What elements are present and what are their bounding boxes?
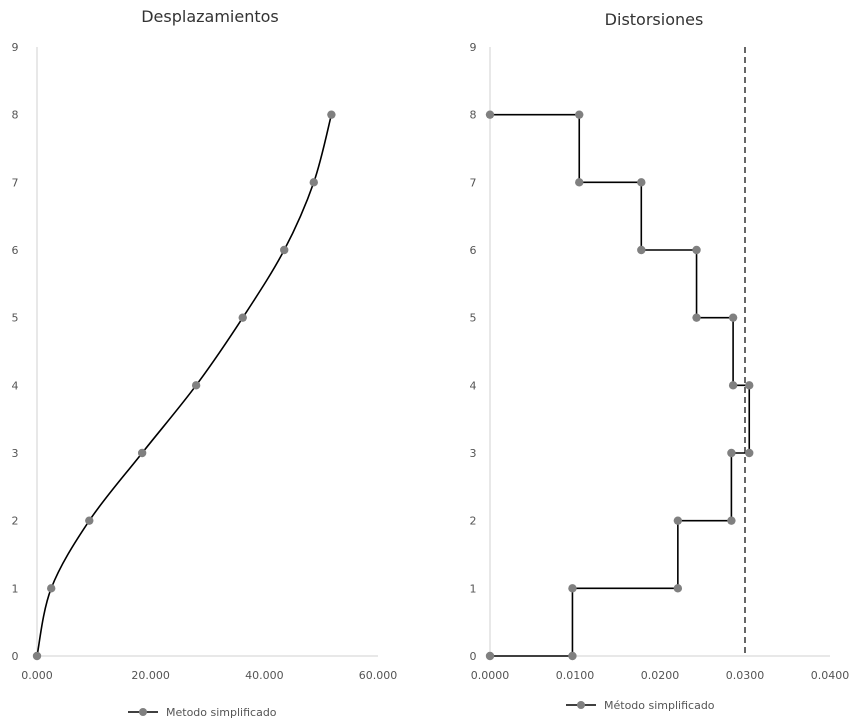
data-point [728,381,738,390]
y-tick-label: 5 [12,312,19,325]
data-point [485,651,495,661]
chart-title: Distorsiones [605,10,704,29]
y-tick-label: 8 [12,109,19,122]
y-tick-label: 0 [470,650,477,663]
data-point [692,245,701,255]
data-point [280,245,289,255]
y-tick-label: 9 [12,41,19,54]
x-tick-label: 0.0300 [726,669,765,682]
y-tick-label: 2 [12,515,19,528]
data-point [238,313,247,322]
data-point [673,584,683,593]
series-line [490,113,751,657]
x-tick-label: 60.000 [359,669,398,682]
y-tick-label: 8 [470,109,477,122]
data-point [637,178,646,187]
data-point [727,448,736,458]
data-point [673,516,683,525]
y-tick-label: 7 [470,176,477,189]
y-tick-label: 2 [470,515,477,528]
x-tick-label: 0.0200 [641,669,680,682]
y-tick-label: 3 [470,447,477,460]
y-tick-label: 6 [12,244,19,257]
data-point [47,584,56,593]
x-tick-label: 0.0000 [471,669,510,682]
data-point [575,110,584,119]
data-point [728,313,738,322]
data-point [191,381,201,390]
chart-title: Desplazamientos [141,7,279,26]
x-tick-label: 40.000 [245,669,284,682]
data-point [745,381,754,390]
legend-marker [577,701,585,709]
y-tick-label: 9 [470,41,477,54]
x-tick-label: 0.000 [21,669,53,682]
series-line [36,114,333,657]
y-tick-label: 6 [470,244,477,257]
y-tick-label: 1 [12,582,19,595]
y-tick-label: 3 [12,447,19,460]
y-tick-label: 0 [12,650,19,663]
data-point [485,110,495,119]
data-point [575,178,584,187]
x-tick-label: 0.0100 [556,669,595,682]
data-point [692,313,701,322]
y-tick-label: 1 [470,582,477,595]
y-tick-label: 4 [470,379,477,392]
chart-distorsiones: Distorsiones 0 1 2 3 4 5 6 7 8 9 0.0000 0.0100 0.020… [470,10,850,712]
y-tick-label: 7 [12,176,19,189]
y-tick-label: 5 [470,312,477,325]
legend-label: Método simplificado [604,699,715,712]
data-point [637,245,646,255]
data-point [137,448,147,458]
x-tick-label: 0.0400 [811,669,850,682]
y-tick-label: 4 [12,379,19,392]
chart-desplazamientos: Desplazamientos 0 1 2 3 4 5 6 7 8 9 0.000 20.000 40.… [12,7,398,719]
data-point [309,178,318,187]
data-point [568,584,577,593]
x-tick-label: 20.000 [131,669,170,682]
legend-label: Metodo simplificado [166,706,277,719]
legend-marker [139,708,147,716]
data-point [85,516,94,525]
data-point [745,448,754,458]
data-point [568,651,577,661]
data-point [32,651,42,661]
data-point [727,516,736,525]
data-point [327,110,336,119]
